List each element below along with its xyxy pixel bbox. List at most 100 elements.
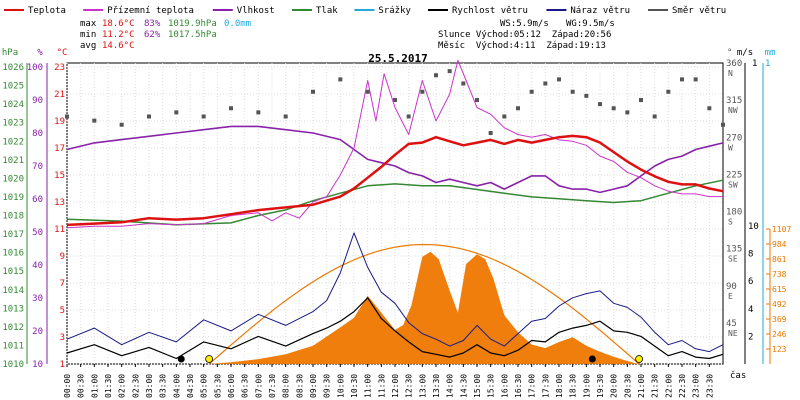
stat-min-label: min: [80, 30, 96, 40]
sun-marker: [635, 355, 643, 363]
temp-tick-label: 3: [60, 333, 65, 343]
x-tick-label: 17:00: [528, 374, 537, 398]
hum-tick-label: 80: [32, 129, 43, 139]
wind-direction-point: [639, 98, 643, 102]
stat-sun: Slunce Východ:05:12 Západ:20:56: [438, 30, 611, 40]
temp-tick-label: 13: [54, 198, 65, 208]
x-tick-label: 06:00: [227, 374, 236, 398]
grid: [66, 62, 724, 365]
x-tick-label: 06:30: [241, 374, 250, 398]
legend-item-label: Směr větru: [672, 6, 726, 16]
x-tick-label: 11:30: [377, 374, 386, 398]
wind-direction-point: [543, 81, 548, 86]
x-tick-label: 22:00: [664, 374, 673, 398]
dir-tick-label: 90: [726, 282, 737, 292]
x-tick-label: 13:00: [418, 374, 427, 398]
dir-tick-label: 135: [726, 245, 742, 255]
wind-direction-point: [338, 77, 343, 82]
x-tick-label: 13:30: [432, 374, 441, 398]
press-tick-label: 1024: [2, 100, 24, 110]
chart-title: 25.5.2017: [368, 52, 428, 65]
press-tick-label: 1026: [2, 63, 24, 73]
moon-marker: [588, 355, 596, 363]
dir-cardinal-label: SW: [728, 180, 738, 189]
legend-item-label: Teplota: [28, 6, 66, 16]
wind-direction-point: [311, 89, 315, 94]
wind-direction-point: [598, 102, 602, 107]
sun-marker: [205, 355, 214, 363]
stat-max-rain: 0.0mm: [224, 19, 251, 29]
solar-tick-label: 369: [772, 315, 787, 324]
temp-tick-label: 15: [54, 171, 65, 181]
solar-tick-label: 861: [772, 255, 787, 264]
series-line-teplota: [66, 134, 724, 227]
dir-tick-label: 180: [726, 208, 742, 218]
wind-direction-point: [201, 114, 206, 119]
x-tick-label: 18:00: [555, 374, 564, 398]
wind-direction-point: [147, 114, 151, 119]
wind-direction-point: [502, 114, 507, 119]
dir-tick-label: 270: [726, 133, 742, 143]
stat-min-temp: 11.2°C: [102, 30, 135, 40]
x-tick-label: 02:30: [131, 374, 140, 398]
hpa-axis-title: hPa: [2, 48, 18, 58]
wind-direction-point: [680, 77, 684, 82]
x-tick-label: 16:30: [514, 374, 523, 398]
temp-tick-label: 11: [54, 225, 65, 235]
x-tick-label: 02:00: [118, 374, 127, 398]
dir-cardinal-label: SE: [728, 255, 738, 264]
temp-tick-label: 7: [60, 279, 65, 289]
legend-item-label: Rychlost větru: [452, 6, 528, 16]
dir-cardinal-label: S: [728, 218, 733, 227]
x-tick-label: 12:00: [391, 374, 400, 398]
temp-tick-label: 9: [60, 252, 65, 262]
hum-tick-label: 70: [32, 162, 43, 172]
x-tick-label: 14:00: [446, 374, 455, 398]
wind-tick-label: 4: [748, 305, 753, 315]
x-tick-label: 15:00: [473, 374, 482, 398]
wind-direction-point: [707, 106, 712, 111]
wind-direction-point: [611, 106, 616, 111]
press-tick-label: 1023: [2, 119, 24, 129]
x-tick-label: 20:30: [623, 374, 632, 398]
x-tick-label: 11:00: [364, 374, 373, 398]
x-tick-label: 23:00: [692, 374, 701, 398]
legend-item-label: Srážky: [378, 6, 411, 16]
x-tick-label: 21:30: [651, 374, 660, 398]
wind-direction-point: [529, 89, 534, 94]
sun-moon-markers: [177, 355, 643, 363]
x-tick-label: 07:00: [254, 374, 263, 398]
press-tick-label: 1022: [2, 137, 24, 147]
wind-direction-point: [420, 89, 425, 94]
x-tick-label: 16:00: [500, 374, 509, 398]
stat-wind-gust: WG:9.5m/s: [566, 19, 615, 29]
press-tick-label: 1016: [2, 249, 24, 259]
solar-tick-label: 615: [772, 285, 787, 294]
hum-tick-label: 20: [32, 327, 43, 337]
solar-tick-label: 738: [772, 270, 787, 279]
wind-direction-point: [119, 122, 124, 127]
x-tick-label: 01:30: [104, 374, 113, 398]
legend: Teplota Přízemní teplota Vlhkost Tlak Srážky…: [4, 6, 726, 16]
wind-direction-point: [475, 98, 479, 102]
x-tick-label: 04:30: [186, 374, 195, 398]
dir-cardinal-label: N: [728, 69, 733, 78]
wind-direction-point: [447, 69, 452, 74]
x-tick-label: 12:30: [405, 374, 414, 398]
wind-direction-point: [406, 114, 411, 119]
stat-wind-speed: WS:5.9m/s: [500, 19, 549, 29]
x-tick-label: 20:00: [610, 374, 619, 398]
x-tick-label: 09:00: [309, 374, 318, 398]
x-tick-label: 22:30: [678, 374, 687, 398]
x-tick-label: 08:30: [295, 374, 304, 398]
x-tick-label: 09:30: [323, 374, 332, 398]
wind-tick-label: 2: [748, 332, 753, 342]
press-tick-label: 1015: [2, 267, 24, 277]
dir-axis-title: °: [727, 48, 732, 58]
solar-tick-label: 123: [772, 345, 787, 354]
wind-direction-point: [625, 110, 630, 115]
stat-max-hum: 83%: [144, 19, 161, 29]
wind-direction-point: [693, 77, 698, 82]
dir-tick-label: 45: [726, 319, 737, 329]
hum-tick-label: 30: [32, 294, 43, 304]
